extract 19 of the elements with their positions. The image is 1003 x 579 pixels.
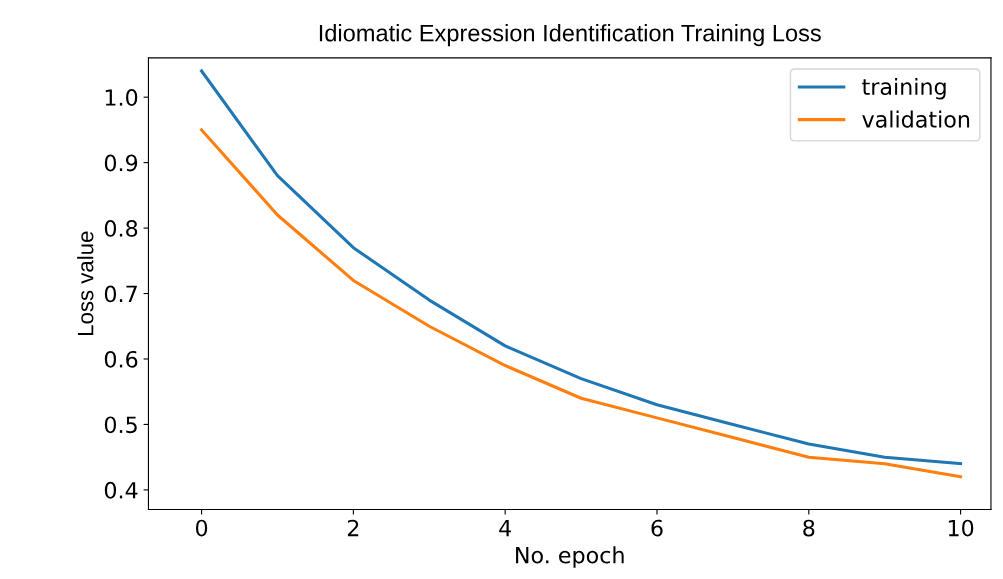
y-axis-title: Loss value (77, 231, 94, 335)
x-tick-label: 0 (195, 519, 208, 537)
x-tick-label: 2 (347, 519, 359, 537)
y-tick-label: 0.9 (104, 154, 138, 172)
x-tick-label: 10 (948, 519, 974, 537)
y-tick-label: 0.5 (104, 416, 137, 434)
line-series (200, 128, 963, 479)
x-tick-label: 4 (499, 519, 512, 537)
x-axis-title: No. epoch (516, 546, 624, 568)
legend-label: training (862, 77, 946, 100)
y-tick-label: 0.4 (104, 481, 138, 499)
x-tick-label: 8 (803, 519, 815, 537)
chart-title: Idiomatic Expression Identification Training Loss (319, 24, 821, 47)
y-tick-label: 0.7 (104, 285, 137, 303)
y-tick-label: 1.0 (105, 89, 138, 106)
y-tick-label: 0.8 (104, 220, 138, 237)
x-tick-label: 6 (651, 519, 663, 537)
legend-label: validation (862, 110, 970, 128)
y-tick-label: 0.6 (104, 350, 138, 368)
